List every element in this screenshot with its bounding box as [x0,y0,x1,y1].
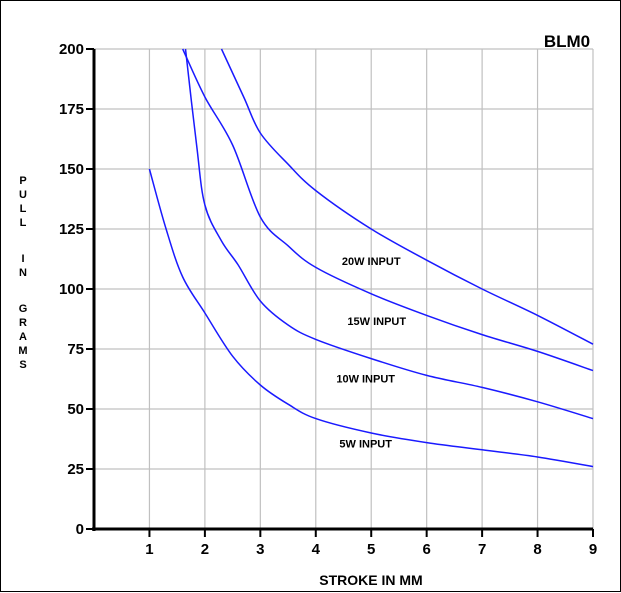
series-label-15w-input: 15W INPUT [347,316,406,328]
y-axis-title-char: I [21,253,24,265]
y-axis-title-char: U [19,189,27,201]
y-axis-title-char: L [20,203,27,215]
y-tick-label-0: 0 [76,521,84,538]
series-line-15w-input [182,48,594,372]
y-axis-title-char: M [18,345,27,357]
x-tick-label-5: 5 [367,541,375,558]
axes [86,48,594,537]
y-axis-title-char: S [19,359,26,371]
y-axis-title-char: N [19,267,27,279]
y-tick-label-175: 175 [59,101,84,118]
x-tick-label-2: 2 [201,541,209,558]
series-label-10w-input: 10W INPUT [336,374,395,386]
y-axis-title-char: L [20,217,27,229]
x-tick-label-3: 3 [256,541,264,558]
series-lines [148,48,594,468]
series-line-20w-input [220,48,594,345]
y-tick-label-50: 50 [67,401,84,418]
y-tick-label-125: 125 [59,221,84,238]
y-axis-title-char: A [19,331,27,343]
y-tick-label-75: 75 [67,341,84,358]
y-tick-label-200: 200 [59,41,84,58]
y-tick-label-100: 100 [59,281,84,298]
chart-title: BLM0 [544,32,590,51]
series-line-5w-input [148,168,594,468]
y-axis-title-char: P [19,175,26,187]
x-axis-title: STROKE IN MM [319,572,422,588]
series-line-10w-input [184,48,594,420]
series-label-5w-input: 5W INPUT [339,438,392,450]
x-tick-label-1: 1 [145,541,153,558]
grid [94,48,594,529]
labels: 0 25 50 75 100 125 150 175 200 1 2 3 4 5 6 7 8 9 5W INPUT 1… [59,41,597,558]
x-tick-label-9: 9 [589,541,597,558]
x-tick-label-8: 8 [533,541,541,558]
x-tick-label-6: 6 [422,541,430,558]
y-tick-label-25: 25 [67,461,84,478]
x-tick-label-4: 4 [312,541,321,558]
x-tick-label-7: 7 [478,541,486,558]
series-label-20w-input: 20W INPUT [342,256,401,268]
y-axis-title-char: G [19,303,28,315]
y-axis-title-char: R [19,317,27,329]
y-tick-label-150: 150 [59,161,84,178]
